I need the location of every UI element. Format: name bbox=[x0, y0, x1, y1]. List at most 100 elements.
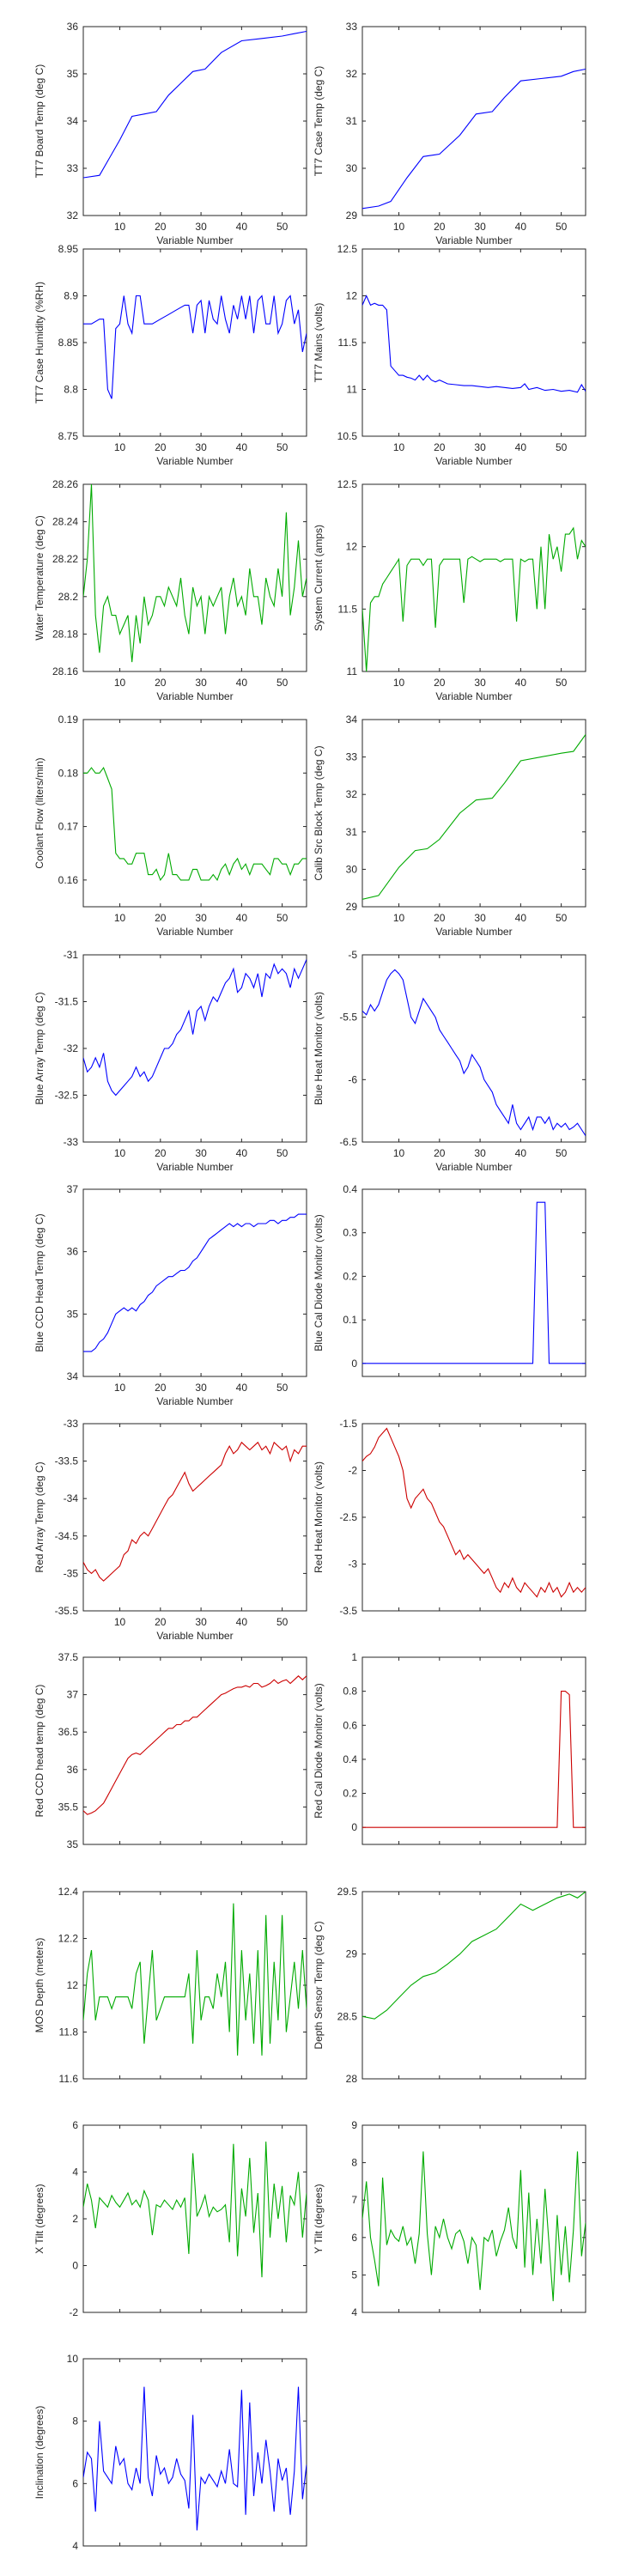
y-tick-label: -2 bbox=[348, 1465, 357, 1477]
x-tick-label: 10 bbox=[393, 912, 405, 924]
x-tick-label: 10 bbox=[393, 221, 405, 233]
y-tick-label: 9 bbox=[351, 2119, 357, 2131]
y-tick-label: 0.8 bbox=[343, 1686, 357, 1698]
plot-area bbox=[82, 248, 307, 437]
plot-area bbox=[361, 1656, 586, 1845]
x-axis-label: Variable Number bbox=[156, 1161, 233, 1173]
y-tick-label: 36.5 bbox=[58, 1726, 79, 1738]
y-tick-label: 12.5 bbox=[337, 243, 358, 255]
series-line bbox=[83, 766, 307, 882]
series-line bbox=[362, 526, 586, 671]
x-tick-label: 40 bbox=[236, 912, 248, 924]
y-tick-label: 1 bbox=[351, 1651, 357, 1663]
x-tick-label: 50 bbox=[556, 912, 568, 924]
x-tick-label: 30 bbox=[195, 1147, 207, 1159]
y-tick-label: 12 bbox=[346, 290, 358, 302]
chart-panel-8: 10 20 30 40 50 29 30 31 32 33 34 Variable Number Cal… bbox=[313, 714, 586, 938]
plot-area bbox=[361, 26, 586, 216]
y-tick-label: 8.75 bbox=[58, 430, 79, 442]
series-line bbox=[83, 484, 307, 663]
y-axis-label: Blue Array Temp (deg C) bbox=[33, 992, 46, 1104]
y-tick-label: 29.5 bbox=[337, 1886, 358, 1898]
chart-panel-17: 11.6 11.8 12 12.2 12.4 MOS Depth (meters) bbox=[33, 1886, 307, 2085]
y-tick-label: 0.2 bbox=[343, 1270, 357, 1282]
plot-area bbox=[82, 2124, 307, 2313]
series-line bbox=[362, 734, 586, 900]
y-tick-label: 31 bbox=[346, 115, 358, 127]
y-tick-label: 8 bbox=[351, 2157, 357, 2169]
x-tick-label: 30 bbox=[474, 221, 486, 233]
y-tick-label: 36 bbox=[67, 21, 79, 33]
y-tick-label: 4 bbox=[351, 2306, 357, 2318]
y-tick-label: 32 bbox=[346, 68, 358, 80]
y-tick-label: 12.4 bbox=[58, 1886, 79, 1898]
x-axis-label: Variable Number bbox=[435, 690, 512, 702]
x-axis-label: Variable Number bbox=[156, 234, 233, 246]
y-axis-label: Blue Cal Diode Monitor (volts) bbox=[313, 1214, 325, 1351]
series-line bbox=[362, 1201, 586, 1364]
x-tick-label: 10 bbox=[114, 221, 126, 233]
y-tick-label: 29 bbox=[346, 901, 358, 913]
y-axis-label: Red CCD head temp (deg C) bbox=[33, 1685, 46, 1818]
y-tick-label: 5 bbox=[351, 2269, 357, 2281]
y-tick-label: 2 bbox=[72, 2213, 78, 2225]
y-tick-label: -31 bbox=[64, 949, 79, 961]
y-axis-label: Blue Heat Monitor (volts) bbox=[313, 992, 325, 1105]
y-tick-label: 32 bbox=[67, 210, 79, 222]
y-tick-label: 34 bbox=[346, 714, 358, 726]
y-tick-label: -6 bbox=[348, 1073, 357, 1085]
y-tick-label: 0.4 bbox=[343, 1183, 357, 1195]
y-axis-label: System Current (amps) bbox=[313, 525, 325, 631]
y-tick-label: -35 bbox=[64, 1567, 79, 1579]
chart-panel-18: 28 28.5 29 29.5 Depth Sensor Temp (deg C) bbox=[313, 1886, 586, 2085]
y-tick-label: 28.18 bbox=[52, 628, 78, 640]
plot-area bbox=[361, 719, 586, 908]
y-tick-label: 4 bbox=[72, 2166, 78, 2178]
y-tick-label: -35.5 bbox=[55, 1605, 79, 1617]
y-axis-label: Blue CCD Head Temp (deg C) bbox=[33, 1213, 46, 1352]
plot-area bbox=[361, 2124, 586, 2313]
x-tick-label: 40 bbox=[236, 1382, 248, 1394]
x-axis-label: Variable Number bbox=[435, 1161, 512, 1173]
x-tick-label: 50 bbox=[556, 441, 568, 453]
x-tick-label: 20 bbox=[155, 912, 167, 924]
x-tick-label: 10 bbox=[114, 1147, 126, 1159]
y-tick-label: 10.5 bbox=[337, 430, 358, 442]
y-tick-label: -3 bbox=[348, 1558, 357, 1571]
y-tick-label: 28.22 bbox=[52, 553, 78, 565]
series-line bbox=[362, 68, 586, 210]
y-axis-label: Depth Sensor Temp (deg C) bbox=[313, 1921, 325, 2049]
chart-panel-11: 10 20 30 40 50 34 35 36 37 Variable Number Blue CC… bbox=[33, 1183, 307, 1407]
x-tick-label: 50 bbox=[276, 677, 289, 689]
y-tick-label: 36 bbox=[67, 1246, 79, 1258]
plot-area bbox=[361, 483, 586, 672]
y-tick-label: -6.5 bbox=[339, 1136, 357, 1148]
y-tick-label: 0 bbox=[351, 1821, 357, 1833]
chart-panel-14: -3.5 -3 -2.5 -2 -1.5 Red Heat Monitor (volts) bbox=[313, 1418, 586, 1617]
y-tick-label: 11.8 bbox=[59, 2026, 79, 2038]
series-line bbox=[83, 1213, 307, 1352]
y-axis-label: Red Heat Monitor (volts) bbox=[313, 1461, 325, 1573]
y-axis-label: Coolant Flow (liters/min) bbox=[33, 757, 46, 868]
y-tick-label: 6 bbox=[72, 2477, 78, 2489]
y-tick-label: 4 bbox=[72, 2540, 78, 2552]
x-tick-label: 50 bbox=[276, 1616, 289, 1628]
y-tick-label: 28.24 bbox=[52, 516, 78, 528]
y-tick-label: 8.95 bbox=[58, 243, 79, 255]
plot-area bbox=[82, 1656, 307, 1845]
y-tick-label: -32 bbox=[64, 1042, 79, 1054]
y-tick-label: -2.5 bbox=[339, 1511, 357, 1523]
x-tick-label: 30 bbox=[195, 912, 207, 924]
y-tick-label: 35 bbox=[67, 1838, 79, 1850]
plot-area bbox=[361, 954, 586, 1143]
series-line bbox=[362, 1691, 586, 1828]
x-tick-label: 30 bbox=[474, 677, 486, 689]
chart-panel-6: 10 20 30 40 50 11 11.5 12 12.5 Variable Number Sys… bbox=[313, 478, 586, 702]
y-tick-label: 0.4 bbox=[343, 1753, 357, 1765]
x-tick-label: 10 bbox=[393, 1147, 405, 1159]
y-tick-label: 8.9 bbox=[64, 290, 78, 302]
y-tick-label: 8 bbox=[72, 2415, 78, 2427]
series-line bbox=[83, 1903, 307, 2056]
y-tick-label: 30 bbox=[346, 863, 358, 875]
